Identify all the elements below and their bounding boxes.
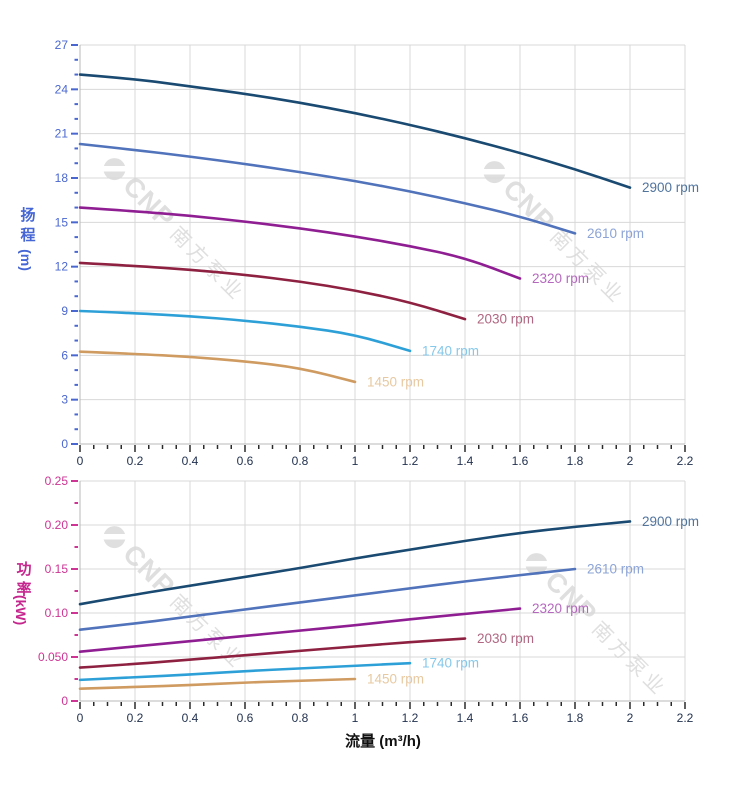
y-tick-label: 0.050 [38,650,68,664]
y-tick-label: 0.15 [45,562,69,576]
curve-1740-rpm [78,661,412,682]
y-tick-label: 0.20 [45,518,69,532]
series-label-2030-rpm: 2030 rpm [477,312,534,327]
y-tick-label: 3 [61,393,68,407]
curve-2030-rpm [78,261,467,321]
x-tick-label: 1.4 [457,711,474,725]
y-tick-label: 0 [61,694,68,708]
power-axis-unit: (kW) [13,594,29,626]
series-label-2320-rpm: 2320 rpm [532,601,589,616]
x-tick-label: 0.6 [237,454,254,468]
curve-2320-rpm [78,607,522,654]
x-tick-label: 0.8 [292,711,309,725]
curve-2900-rpm [78,520,632,606]
x-tick-label: 1.6 [512,711,529,725]
x-tick-label: 2.2 [677,711,694,725]
curve-2900-rpm [78,73,632,189]
series-label-2610-rpm: 2610 rpm [587,226,644,241]
series-label-1740-rpm: 1740 rpm [422,656,479,671]
x-tick-label: 1.8 [567,454,584,468]
y-tick-label: 18 [55,171,69,185]
x-tick-label: 1.6 [512,454,529,468]
y-tick-label: 6 [61,348,68,362]
x-tick-label: 0 [77,711,84,725]
x-tick-label: 0.2 [127,711,144,725]
series-label-1740-rpm: 1740 rpm [422,343,479,358]
y-tick-label: 21 [55,127,69,141]
curve-2610-rpm [78,567,577,632]
x-tick-label: 1 [352,454,359,468]
x-tick-label: 0.4 [182,454,199,468]
y-tick-label: 0 [61,437,68,451]
series-label-2610-rpm: 2610 rpm [587,562,644,577]
y-tick-label: 15 [55,215,69,229]
x-tick-label: 1.2 [402,454,419,468]
power-axis-title: 功率 [16,561,32,598]
series-label-2030-rpm: 2030 rpm [477,631,534,646]
curve-1450-rpm [78,350,357,384]
head-axis-unit: (m) [18,249,34,271]
x-tick-label: 0.6 [237,711,254,725]
series-label-1450-rpm: 1450 rpm [367,672,424,687]
x-tick-label: 0.8 [292,454,309,468]
x-tick-label: 1 [352,711,359,725]
x-tick-label: 2.2 [677,454,694,468]
y-tick-label: 0.25 [45,474,69,488]
x-tick-label: 1.4 [457,454,474,468]
x-tick-label: 0.2 [127,454,144,468]
x-tick-label: 2 [627,711,634,725]
series-label-2900-rpm: 2900 rpm [642,180,699,195]
y-tick-label: 27 [55,38,69,52]
curve-2320-rpm [78,206,522,280]
series-label-2320-rpm: 2320 rpm [532,271,589,286]
curve-2030-rpm [78,637,467,669]
x-tick-label: 2 [627,454,634,468]
flow-axis-title: 流量 (m³/h) [345,733,421,750]
x-tick-label: 0.4 [182,711,199,725]
curve-2610-rpm [78,142,577,235]
head-axis-title: 扬程 [20,207,36,244]
y-tick-label: 0.10 [45,606,69,620]
curve-1740-rpm [78,309,412,353]
curve-1450-rpm [78,677,357,690]
x-tick-label: 1.8 [567,711,584,725]
series-label-1450-rpm: 1450 rpm [367,374,424,389]
y-tick-label: 9 [61,304,68,318]
y-tick-label: 24 [55,82,69,96]
y-tick-label: 12 [55,260,69,274]
x-tick-label: 0 [77,454,84,468]
x-tick-label: 1.2 [402,711,419,725]
series-label-2900-rpm: 2900 rpm [642,514,699,529]
